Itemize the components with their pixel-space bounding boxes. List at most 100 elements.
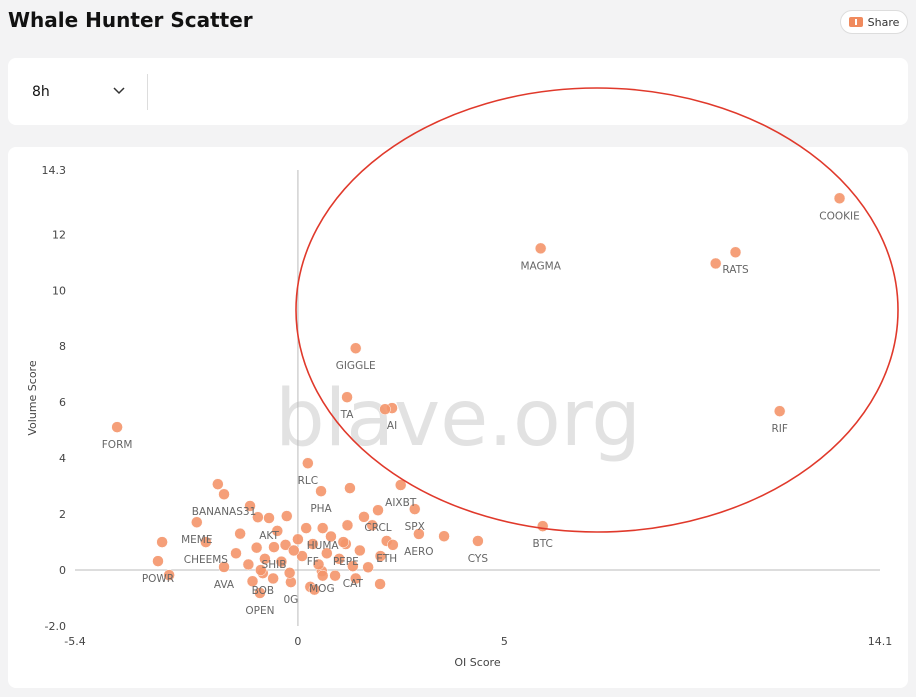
point-label: BANANAS31 bbox=[192, 506, 257, 518]
x-axis-label: OI Score bbox=[454, 656, 500, 669]
point bbox=[709, 257, 722, 270]
point-label: POWR bbox=[142, 573, 174, 585]
point-label: BTC bbox=[533, 538, 553, 550]
point bbox=[534, 242, 547, 255]
point bbox=[347, 560, 359, 572]
point bbox=[321, 547, 333, 560]
period-select[interactable]: 8h bbox=[32, 84, 50, 100]
divider bbox=[147, 74, 148, 110]
point bbox=[246, 575, 259, 587]
point bbox=[409, 503, 421, 515]
point bbox=[244, 500, 256, 512]
point-label: RLC bbox=[298, 475, 318, 487]
y-tick-label: 14.3 bbox=[42, 164, 67, 177]
point bbox=[275, 555, 288, 568]
x-tick-label: 5 bbox=[501, 635, 508, 648]
point bbox=[263, 512, 275, 524]
point-label: RIF bbox=[771, 423, 787, 435]
point bbox=[325, 530, 337, 543]
point bbox=[252, 511, 264, 523]
point bbox=[296, 550, 308, 562]
point-label: COOKIE bbox=[819, 210, 859, 222]
point bbox=[234, 527, 246, 540]
point-label: MEME bbox=[181, 534, 212, 546]
point-label: AERO bbox=[404, 546, 433, 558]
y-tick-label: 0 bbox=[59, 564, 66, 577]
point bbox=[413, 528, 425, 540]
point bbox=[349, 342, 362, 354]
point bbox=[212, 478, 224, 490]
point bbox=[362, 561, 374, 574]
point bbox=[281, 510, 293, 522]
point bbox=[341, 391, 353, 403]
watermark: blave.org bbox=[275, 374, 641, 464]
point bbox=[268, 541, 280, 553]
point bbox=[283, 567, 296, 579]
point-label: PHA bbox=[310, 503, 332, 515]
x-tick-label: 0 bbox=[294, 635, 301, 648]
point-label: MAGMA bbox=[520, 260, 561, 272]
point bbox=[250, 541, 263, 554]
y-tick-label: 2 bbox=[59, 508, 66, 521]
point bbox=[312, 558, 325, 571]
point bbox=[366, 519, 378, 532]
point-label: PEPE bbox=[333, 556, 359, 568]
point bbox=[316, 569, 329, 582]
point bbox=[833, 192, 846, 205]
point bbox=[259, 553, 271, 565]
point bbox=[191, 516, 203, 528]
point-label: ETH bbox=[376, 553, 397, 565]
point bbox=[111, 421, 123, 433]
point-label: 0G bbox=[283, 594, 298, 606]
point-label: FORM bbox=[102, 439, 133, 451]
plot: -2.0 0 2 4 6 8 10 12 14.3 -5.4 0 5 14.1 OI Score Volum… bbox=[26, 164, 892, 669]
point bbox=[315, 485, 327, 497]
point-label: RATS bbox=[722, 264, 749, 276]
point bbox=[267, 572, 279, 585]
point-label: FF bbox=[307, 556, 319, 568]
point bbox=[333, 553, 345, 565]
point-label: GIGGLE bbox=[336, 360, 376, 372]
point-label: CYS bbox=[468, 553, 489, 565]
y-tick-label: 6 bbox=[59, 396, 66, 409]
point-label: CAT bbox=[343, 578, 364, 590]
point bbox=[316, 522, 329, 534]
y-axis-label: Volume Score bbox=[26, 360, 39, 435]
point-label: TA bbox=[340, 409, 355, 421]
chart-card bbox=[8, 147, 908, 688]
share-icon bbox=[848, 17, 863, 27]
point-label: HUMA bbox=[307, 540, 340, 552]
point bbox=[288, 544, 300, 557]
point-label: OPEN bbox=[245, 605, 274, 617]
x-tick-label: -5.4 bbox=[64, 635, 85, 648]
point bbox=[354, 544, 366, 557]
point-label: AIXBT bbox=[385, 497, 417, 509]
point-label: MOG bbox=[309, 583, 334, 595]
point bbox=[156, 536, 168, 548]
point bbox=[271, 525, 284, 537]
point bbox=[254, 587, 266, 599]
point bbox=[344, 482, 356, 494]
point bbox=[300, 522, 312, 534]
point bbox=[307, 538, 319, 550]
share-label: Share bbox=[867, 15, 900, 29]
point bbox=[374, 550, 387, 562]
point-label: AKT bbox=[259, 530, 279, 542]
point bbox=[387, 539, 399, 551]
point bbox=[394, 479, 407, 491]
point-label: CRCL bbox=[364, 522, 391, 534]
point-label: SPX bbox=[405, 521, 425, 533]
point bbox=[773, 405, 786, 417]
point bbox=[337, 536, 350, 548]
point-label: AI bbox=[387, 420, 397, 432]
point bbox=[163, 569, 175, 581]
y-tick-label: -2.0 bbox=[45, 620, 66, 633]
point bbox=[302, 457, 314, 469]
point bbox=[349, 572, 362, 585]
point bbox=[255, 564, 267, 576]
point bbox=[152, 555, 164, 567]
share-button[interactable]: Share bbox=[840, 10, 908, 34]
point bbox=[230, 547, 242, 560]
